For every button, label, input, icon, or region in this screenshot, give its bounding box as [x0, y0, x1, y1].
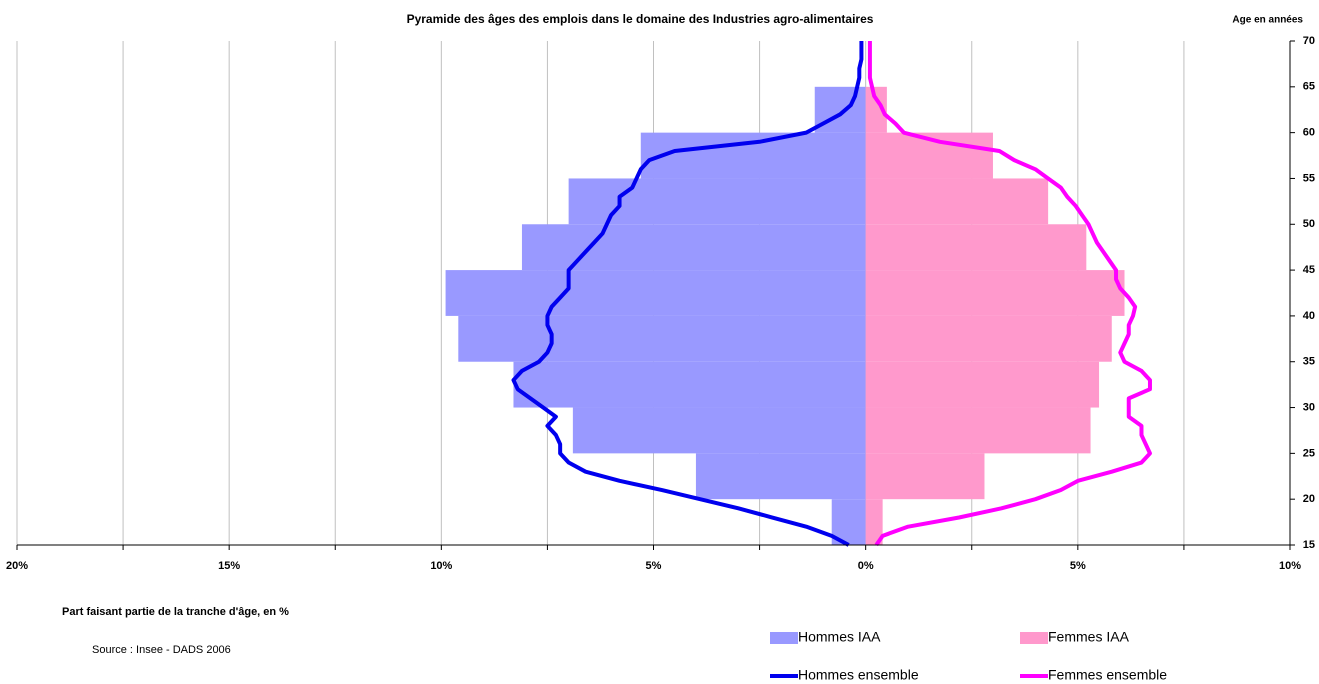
- y-tick-label: 70: [1303, 35, 1315, 47]
- y-tick-label: 30: [1303, 401, 1315, 413]
- bar: [445, 270, 866, 316]
- bar: [865, 407, 1091, 454]
- bar: [513, 361, 866, 408]
- x-axis-label: Part faisant partie de la tranche d'âge,…: [62, 606, 289, 618]
- y-tick-label: 25: [1303, 447, 1315, 459]
- bar: [458, 315, 866, 362]
- y-axis-label: Age en années: [1232, 15, 1303, 26]
- legend-swatch: [770, 632, 798, 644]
- bar: [865, 361, 1100, 408]
- y-tick-label: 55: [1303, 172, 1315, 184]
- bar: [865, 270, 1125, 316]
- x-tick-label: 10%: [1279, 560, 1301, 572]
- legend-label: Hommes IAA: [798, 629, 881, 645]
- source: Source : Insee - DADS 2006: [92, 644, 231, 656]
- bar: [865, 86, 887, 133]
- y-tick-label: 65: [1303, 81, 1315, 93]
- y-tick-label: 15: [1303, 539, 1315, 551]
- bar: [865, 453, 985, 500]
- chart-title: Pyramide des âges des emplois dans le do…: [407, 12, 874, 26]
- bar: [572, 407, 866, 454]
- legend-label: Femmes IAA: [1048, 629, 1130, 645]
- x-tick-label: 10%: [430, 560, 452, 572]
- y-tick-label: 35: [1303, 356, 1315, 368]
- y-tick-label: 20: [1303, 493, 1315, 505]
- x-tick-label: 15%: [218, 560, 240, 572]
- bar: [865, 224, 1087, 271]
- x-tick-label: 0%: [858, 560, 874, 572]
- x-tick-label: 20%: [6, 560, 28, 572]
- line: [867, 41, 1152, 547]
- bar: [568, 178, 866, 225]
- legend-label: Hommes ensemble: [798, 667, 919, 683]
- x-tick-label: 5%: [1070, 560, 1086, 572]
- bar: [521, 224, 866, 271]
- x-tick-label: 5%: [646, 560, 662, 572]
- y-tick-label: 40: [1303, 310, 1315, 322]
- bar: [865, 315, 1112, 362]
- legend-swatch: [1020, 632, 1048, 644]
- line: [511, 41, 864, 547]
- y-tick-label: 50: [1303, 218, 1315, 230]
- bar: [695, 453, 866, 500]
- bar: [865, 499, 883, 545]
- bar: [640, 132, 866, 179]
- bar: [865, 178, 1049, 225]
- y-tick-label: 45: [1303, 264, 1315, 276]
- legend-label: Femmes ensemble: [1048, 667, 1167, 683]
- y-tick-label: 60: [1303, 127, 1315, 139]
